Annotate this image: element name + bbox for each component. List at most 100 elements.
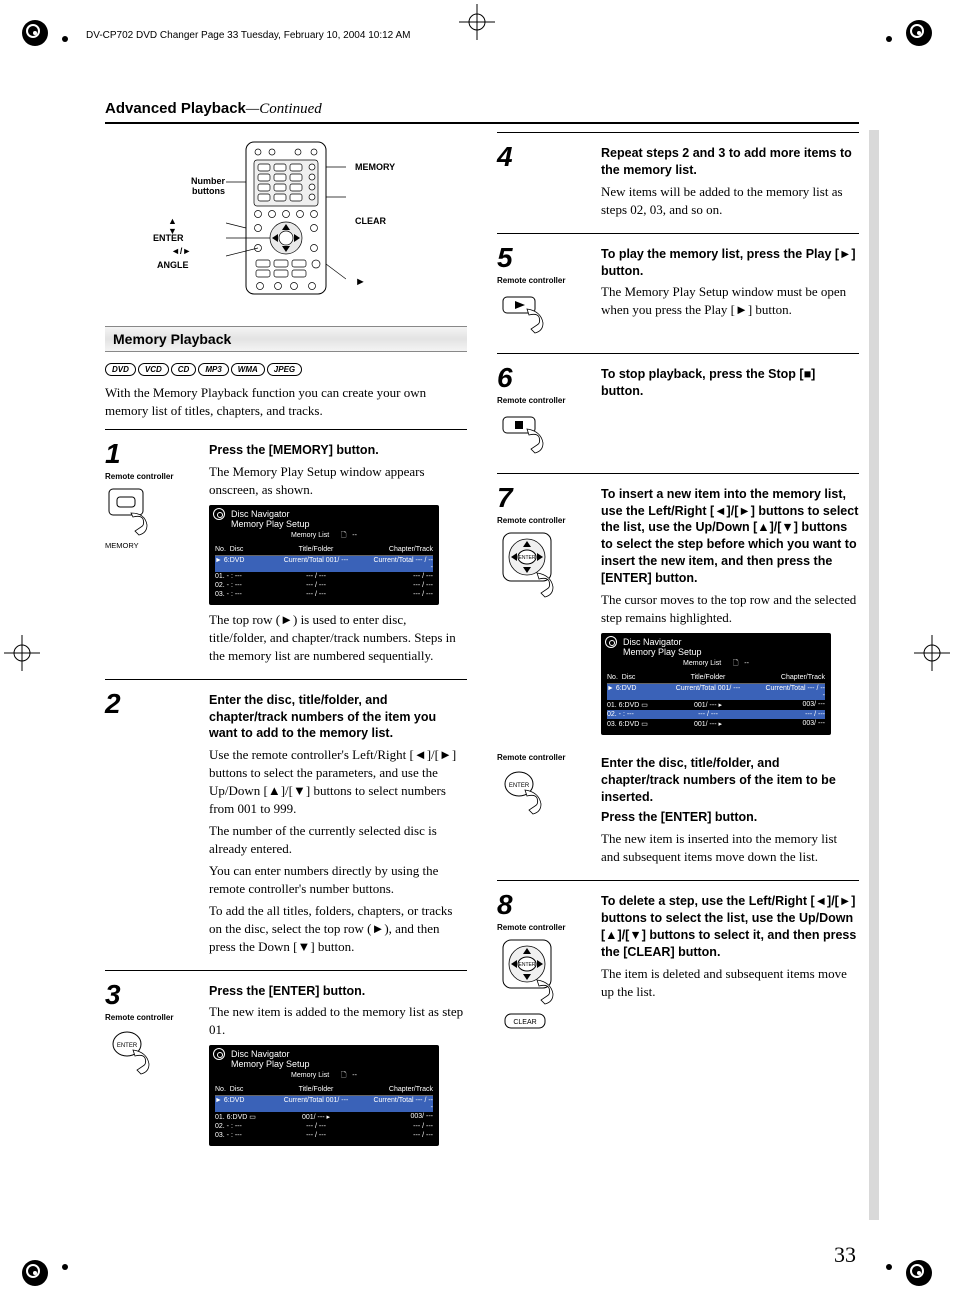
step-text: The number of the currently selected dis… (209, 822, 467, 858)
step-left: 1 Remote controller MEMORY (105, 438, 195, 669)
svg-text:ENTER: ENTER (509, 783, 530, 789)
remote-diagram: Number buttons ▲ ▼ ENTER ◄/► ANGLE MEMOR… (105, 138, 467, 308)
step-row: 1 Remote controller MEMORY Press the [MEMOR… (105, 429, 467, 669)
thumb-label: MEMORY (105, 541, 195, 550)
step-row: 3 Remote controller ENTER Press the [ENTER]… (105, 970, 467, 1153)
remote-controller-caption: Remote controller (105, 472, 195, 481)
step-lead: To stop playback, press the Stop [■] but… (601, 366, 859, 400)
page: DV-CP702 DVD Changer Page 33 Tuesday, Fe… (0, 0, 954, 1306)
step-lead: Enter the disc, title/folder, and chapte… (209, 692, 467, 743)
svg-text:ENTER: ENTER (519, 555, 536, 561)
step-text: The Memory Play Setup window must be ope… (601, 283, 859, 319)
format-badge-row: DVDVCDCDMP3WMAJPEG (105, 360, 467, 376)
subheading: Memory Playback (105, 326, 467, 352)
remote-controller-caption: Remote controller (105, 1013, 195, 1022)
step-left: Remote controller ENTER (497, 751, 587, 870)
remote-label-arrows: ◄/► (171, 246, 191, 256)
step-body: Press the [MEMORY] button.The Memory Pla… (209, 438, 467, 669)
step-text: To add the all titles, folders, chapters… (209, 902, 467, 956)
step-row: 8Remote controller ENTER CLEAR To delete… (497, 880, 859, 1036)
crop-mark-icon (906, 1260, 932, 1286)
dot-icon (62, 1264, 68, 1270)
step-number: 7 (497, 482, 515, 514)
screen-row: 02. - : ------ / ------ / --- (215, 581, 433, 590)
step-body: Enter the disc, title/folder, and chapte… (209, 688, 467, 960)
section-title-suffix: —Continued (246, 101, 322, 117)
dot-icon (886, 36, 892, 42)
remote-controller-caption: Remote controller (497, 753, 587, 762)
section-title-text: Advanced Playback (105, 100, 246, 117)
step-body: To insert a new item into the memory lis… (601, 482, 859, 741)
step-number: 8 (497, 889, 515, 921)
crop-mark-icon (22, 20, 48, 46)
step-number: 1 (105, 438, 123, 470)
remote-thumb-icon: ENTER (497, 766, 555, 820)
left-column: Number buttons ▲ ▼ ENTER ◄/► ANGLE MEMOR… (105, 132, 467, 1162)
step-number: 3 (105, 979, 123, 1011)
screen-row: 02. - : ------ / ------ / --- (215, 1122, 433, 1131)
format-badge: DVD (105, 363, 136, 376)
remote-thumb-icon (497, 409, 555, 463)
screen-row: 01. - : ------ / ------ / --- (215, 572, 433, 581)
format-badge: WMA (231, 363, 265, 376)
crop-mark-icon (906, 20, 932, 46)
section-title: Advanced Playback—Continued (105, 100, 859, 118)
remote-thumb-icon (497, 289, 555, 343)
step-row: 7Remote controller ENTER To insert a new… (497, 473, 859, 741)
step-text: You can enter numbers directly by using … (209, 862, 467, 898)
remote-controller-caption: Remote controller (497, 276, 587, 285)
step-row: 5 Remote controller To play the memory lis… (497, 233, 859, 343)
step-row: 4 Repeat steps 2 and 3 to add more items … (497, 132, 859, 223)
remote-thumb-icon: ENTER (105, 1026, 163, 1080)
format-badge: MP3 (198, 363, 228, 376)
step-row: Remote controllerENTEREnter the disc, ti… (497, 751, 859, 870)
screen-row: ► 6:DVDCurrent/Total 001/ ---Current/Tot… (607, 684, 825, 700)
document-header: DV-CP702 DVD Changer Page 33 Tuesday, Fe… (86, 30, 410, 41)
screen-row: 02. - : ------ / ------ / --- (607, 710, 825, 719)
right-column: 4 Repeat steps 2 and 3 to add more items … (497, 132, 859, 1162)
dot-icon (886, 1264, 892, 1270)
step-left: 7Remote controller ENTER (497, 482, 587, 741)
remote-icon (226, 138, 346, 298)
step-text: The new item is added to the memory list… (209, 1003, 467, 1039)
step-left: 2 (105, 688, 195, 960)
remote-label-memory: MEMORY (355, 162, 395, 172)
step-lead: To insert a new item into the memory lis… (601, 486, 859, 587)
step-body: Repeat steps 2 and 3 to add more items t… (601, 141, 859, 223)
screen-row: 01. 6:DVD ▭001/ --- ▸003/ --- (215, 1112, 433, 1122)
dot-icon (62, 36, 68, 42)
remote-label-play: ► (355, 276, 366, 288)
page-gutter (869, 130, 879, 1220)
step-body: To stop playback, press the Stop [■] but… (601, 362, 859, 463)
step-number: 2 (105, 688, 123, 720)
svg-text:ENTER: ENTER (117, 1043, 138, 1049)
divider (105, 122, 859, 124)
screen-row: ► 6:DVDCurrent/Total 001/ ---Current/Tot… (215, 1096, 433, 1112)
screen-row: 03. 6:DVD ▭001/ --- ▸003/ --- (607, 719, 825, 729)
format-badge: VCD (138, 363, 169, 376)
step-lead: To play the memory list, press the Play … (601, 246, 859, 280)
step-left: 3 Remote controller ENTER (105, 979, 195, 1153)
remote-controller-caption: Remote controller (497, 396, 587, 405)
step-number: 4 (497, 141, 515, 173)
step-row: 6Remote controller To stop playback, pres… (497, 353, 859, 463)
step-lead: Press the [MEMORY] button. (209, 442, 467, 459)
remote-label-numberbuttons: Number buttons (125, 176, 225, 196)
step-lead: Press the [ENTER] button. (601, 809, 859, 826)
screen-preview: Disc Navigator Memory Play Setup Memory … (209, 505, 467, 605)
step-left: 6Remote controller (497, 362, 587, 463)
step-left: 4 (497, 141, 587, 223)
remote-controller-caption: Remote controller (497, 923, 587, 932)
step-text: The item is deleted and subsequent items… (601, 965, 859, 1001)
remote-thumb-icon: ENTER CLEAR (497, 936, 563, 1036)
step-text: New items will be added to the memory li… (601, 183, 859, 219)
svg-text:CLEAR: CLEAR (513, 1019, 536, 1026)
step-row: 2 Enter the disc, title/folder, and chapt… (105, 679, 467, 960)
crop-mark-icon (22, 1260, 48, 1286)
screen-row: 03. - : ------ / ------ / --- (215, 1131, 433, 1140)
step-number: 5 (497, 242, 515, 274)
step-body: Press the [ENTER] button.The new item is… (209, 979, 467, 1153)
remote-label-enter: ENTER (153, 233, 184, 243)
step-left: 8 Remote controller ENTER CLEAR (497, 889, 587, 1036)
page-number: 33 (834, 1242, 856, 1268)
